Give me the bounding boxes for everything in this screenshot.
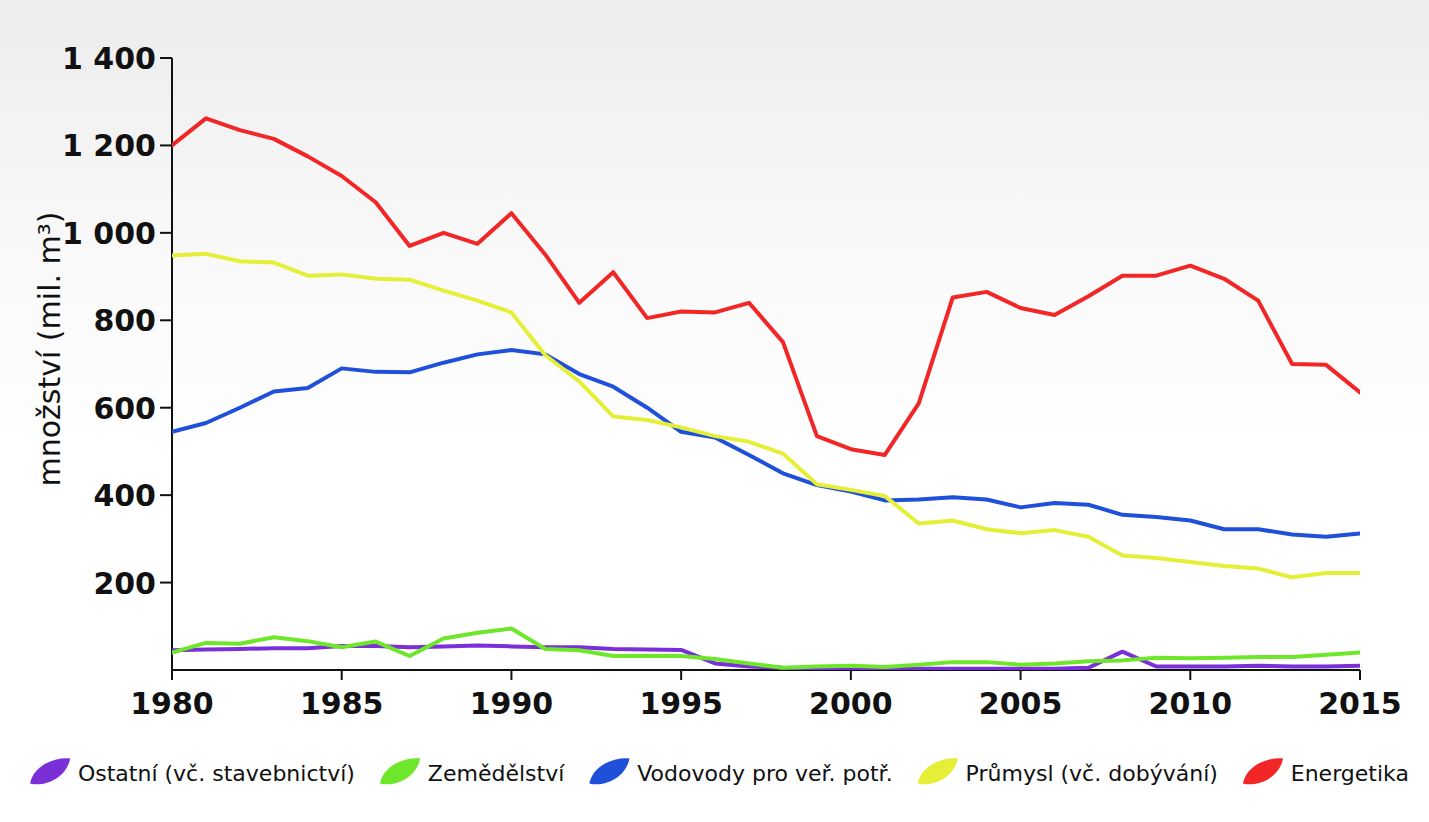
y-tick-label: 800 (93, 303, 156, 338)
series-line (172, 350, 1360, 537)
legend-label: Ostatní (vč. stavebnictví) (78, 761, 355, 786)
x-tick-label: 1995 (639, 686, 723, 721)
legend: Ostatní (vč. stavebnictví) Zemědělství Vod… (30, 758, 1409, 785)
x-tick-label: 1980 (130, 686, 214, 721)
legend-swatch (1243, 758, 1283, 784)
y-tick-label: 1 200 (62, 128, 156, 163)
series-line (172, 628, 1360, 667)
y-axis (171, 58, 173, 670)
y-tick (160, 232, 172, 234)
y-tick (160, 144, 172, 146)
x-tick-label: 1985 (300, 686, 384, 721)
y-axis-label: množství (mil. m³) (32, 212, 67, 487)
legend-label: Energetika (1291, 761, 1409, 786)
y-tick-label: 600 (93, 391, 156, 426)
y-tick (160, 582, 172, 584)
x-tick (171, 670, 173, 680)
y-tick (160, 494, 172, 496)
x-tick-label: 1990 (470, 686, 554, 721)
y-tick-label: 200 (93, 566, 156, 601)
x-tick-label: 2005 (979, 686, 1063, 721)
plot-area (172, 118, 1360, 668)
y-tick-label: 1 400 (62, 41, 156, 76)
x-tick (850, 670, 852, 680)
x-tick (1359, 670, 1361, 680)
x-tick (1020, 670, 1022, 680)
legend-swatch (589, 758, 629, 784)
series-line (172, 254, 1360, 577)
chart: 200 400 600 800 1 000 1 200 1 400 1980 1985 1990 1… (0, 0, 1429, 822)
legend-label: Průmysl (vč. dobývání) (966, 761, 1218, 786)
x-axis (172, 669, 1360, 671)
y-tick-label: 1 000 (62, 216, 156, 251)
series-line (172, 118, 1360, 455)
y-tick (160, 319, 172, 321)
legend-label: Vodovody pro veř. potř. (637, 761, 892, 786)
legend-swatch (380, 758, 420, 784)
x-tick-label: 2015 (1318, 686, 1402, 721)
x-tick (1189, 670, 1191, 680)
legend-swatch (30, 758, 70, 784)
x-tick-label: 2010 (1149, 686, 1233, 721)
y-tick (160, 57, 172, 59)
x-tick (510, 670, 512, 680)
y-tick-label: 400 (93, 478, 156, 513)
x-tick-label: 2000 (809, 686, 893, 721)
legend-swatch (918, 758, 958, 784)
y-tick (160, 407, 172, 409)
x-tick (680, 670, 682, 680)
legend-label: Zemědělství (428, 761, 565, 786)
x-tick (341, 670, 343, 680)
